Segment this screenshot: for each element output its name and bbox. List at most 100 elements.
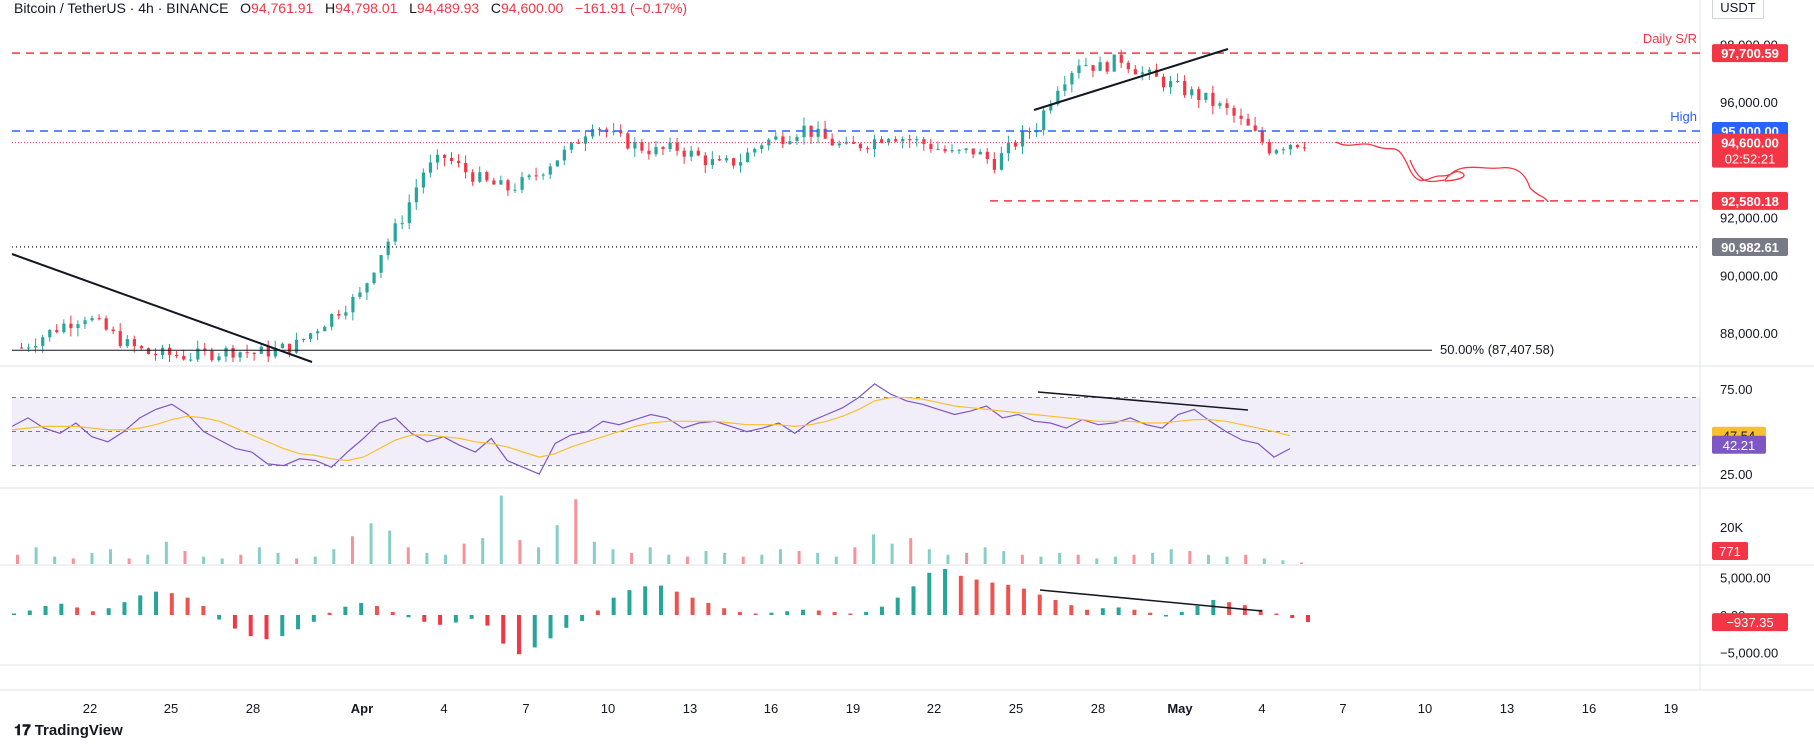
volume-axis-tick: 20K <box>1720 520 1743 535</box>
price-tag <box>1712 238 1788 257</box>
volume-bar <box>369 523 373 564</box>
macd-bar <box>296 615 301 630</box>
candle-body <box>682 150 686 157</box>
volume-bar <box>909 538 913 564</box>
macd-bar <box>516 615 521 655</box>
candle-body <box>640 142 644 151</box>
time-axis-tick: 7 <box>1339 701 1346 716</box>
candle-body <box>386 241 390 256</box>
candle-body <box>428 162 433 173</box>
candle-body <box>872 139 877 149</box>
candle-body <box>957 149 961 151</box>
candle-body <box>442 154 447 158</box>
macd-bar <box>659 585 663 615</box>
macd-bar <box>848 613 853 615</box>
time-axis-tick: 25 <box>164 701 178 716</box>
macd-bar <box>1195 605 1200 615</box>
candle-body <box>753 148 757 153</box>
candle-body <box>41 337 45 346</box>
volume-bar <box>444 554 447 564</box>
time-axis-tick: 16 <box>764 701 778 716</box>
candle-body <box>337 314 341 316</box>
candle-body <box>478 172 482 182</box>
candle-body <box>464 163 468 173</box>
candle-body <box>1063 84 1067 91</box>
candle-body <box>203 348 207 351</box>
volume-bar <box>704 551 708 564</box>
price-axis-tick: 96,000.00 <box>1720 95 1778 110</box>
candle-body <box>534 175 538 177</box>
candle-body <box>1302 147 1307 149</box>
macd-bar <box>201 605 206 615</box>
candle-body <box>111 329 115 332</box>
candle-body <box>943 148 947 152</box>
macd-bar <box>643 586 648 615</box>
volume-bar <box>574 499 578 564</box>
candle-body <box>520 177 524 190</box>
volume-bar <box>537 547 541 564</box>
candle-body <box>97 318 101 320</box>
candle-body <box>1183 80 1187 96</box>
macd-bar <box>864 611 869 615</box>
rsi-axis-tick: 25.00 <box>1720 467 1753 482</box>
candle-body <box>837 143 841 146</box>
candle-body <box>273 348 277 357</box>
candle-body <box>457 161 461 164</box>
currency-selector[interactable]: USDT <box>1712 0 1764 19</box>
candle-body <box>633 142 637 149</box>
candle-body <box>372 272 376 284</box>
volume-bar <box>1262 558 1266 564</box>
candle-body <box>760 145 764 149</box>
macd-bar <box>548 615 553 639</box>
macd-bar <box>406 615 411 618</box>
macd-bar <box>232 615 237 629</box>
candle-body <box>1267 142 1271 154</box>
candle-body <box>703 155 707 166</box>
tradingview-logo[interactable]: 𝟏𝟕 TradingView <box>14 722 123 739</box>
candle-body <box>153 354 158 356</box>
projection-path <box>1335 141 1549 203</box>
candle-body <box>125 339 129 346</box>
time-axis-tick: 22 <box>927 701 941 716</box>
macd-tag <box>1712 613 1788 632</box>
volume-bar <box>648 547 652 564</box>
macd-bar <box>311 615 316 622</box>
rsi-divergence-line <box>1037 391 1249 411</box>
symbol-label[interactable]: Bitcoin / TetherUS · 4h · BINANCE <box>14 0 229 16</box>
candle-body <box>330 314 334 327</box>
candle-body <box>1006 142 1011 154</box>
macd-bar <box>469 615 474 619</box>
macd-bar <box>1258 609 1263 615</box>
macd-bar <box>90 611 95 615</box>
volume-bar <box>685 556 689 564</box>
time-axis-tick: 13 <box>683 701 697 716</box>
candle-body <box>830 138 834 146</box>
macd-bar <box>1100 608 1105 615</box>
candle-body <box>224 347 228 357</box>
volume-bar <box>667 554 671 564</box>
volume-bar <box>1225 556 1229 564</box>
candle-body <box>132 339 136 347</box>
volume-bar <box>611 549 615 564</box>
macd-bar <box>453 615 458 623</box>
price-tag-value: 97,700.59 <box>1721 46 1779 61</box>
macd-bar <box>1132 609 1137 615</box>
macd-bar <box>580 615 585 622</box>
macd-bar <box>169 593 174 615</box>
candle-body <box>1281 149 1286 151</box>
candle-body <box>182 355 186 360</box>
volume-bar <box>350 536 354 564</box>
volume-bar <box>16 554 19 564</box>
candle-body <box>280 343 285 349</box>
candle-body <box>1077 65 1081 74</box>
candle-body <box>34 345 38 348</box>
candle-body <box>238 352 242 358</box>
candle-body <box>1197 89 1201 101</box>
candle-body <box>1211 92 1215 106</box>
price-tag-countdown: 02:52:21 <box>1725 152 1776 167</box>
rising-trendline <box>1033 48 1229 111</box>
macd-bar <box>138 595 143 615</box>
macd-bar <box>753 613 758 615</box>
volume-bar <box>1076 554 1080 564</box>
volume-bar <box>1095 558 1099 564</box>
